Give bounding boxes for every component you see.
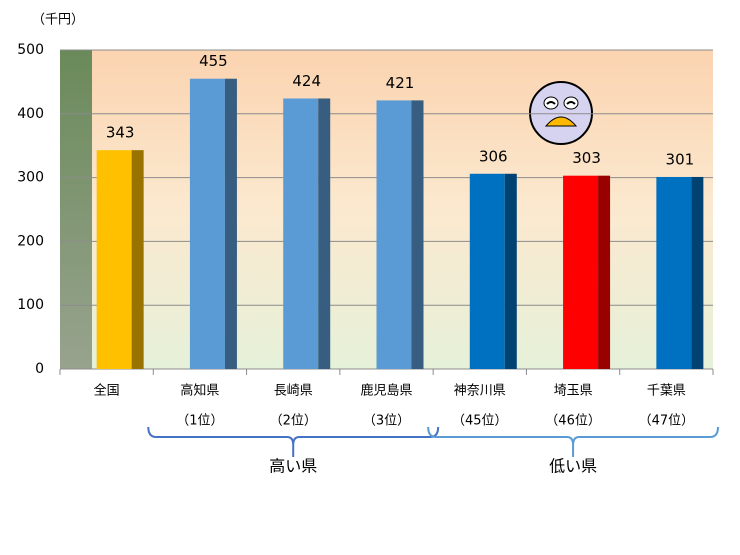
unit-label: （千円） [32, 13, 84, 28]
group-label: 高い県 [269, 457, 317, 476]
y-tick-label: 400 [17, 106, 44, 122]
y-tick-label: 0 [35, 361, 44, 377]
bar-side [224, 78, 237, 370]
bar-side [131, 150, 144, 369]
x-tick-label: 長崎県 [274, 384, 313, 399]
value-label: 455 [199, 52, 228, 70]
group-bracket [427, 426, 719, 457]
x-tick-label: 千葉県 [647, 384, 686, 399]
rank-label: （2位） [270, 414, 317, 429]
bar-side [411, 100, 424, 369]
value-label: 424 [292, 72, 321, 90]
x-tick-label: 神奈川県 [454, 384, 506, 399]
bar-side [318, 98, 331, 369]
value-label: 301 [666, 150, 695, 168]
bar [469, 173, 505, 369]
bar [189, 78, 225, 370]
x-tick-label: 全国 [94, 383, 120, 399]
bar-side [598, 175, 611, 369]
y-tick-label: 300 [17, 170, 44, 186]
bar-side [691, 176, 704, 369]
plot-wall [60, 50, 92, 369]
group-label: 低い県 [549, 457, 597, 476]
y-tick-label: 500 [17, 42, 44, 58]
bar-side [504, 173, 517, 369]
rank-label: （45位） [452, 414, 508, 429]
mascot-icon [529, 81, 593, 145]
rank-label: （47位） [639, 414, 695, 429]
rank-label: （1位） [176, 414, 223, 429]
bar [96, 150, 132, 369]
y-tick-label: 200 [17, 233, 44, 249]
x-tick-label: 高知県 [180, 383, 219, 399]
x-tick-label: 鹿児島県 [360, 383, 412, 399]
rank-label: （3位） [363, 414, 410, 429]
x-tick-label: 埼玉県 [554, 384, 593, 399]
group-bracket [147, 426, 440, 457]
value-label: 306 [479, 147, 508, 165]
bar [563, 175, 599, 369]
rank-label: （46位） [545, 414, 601, 429]
value-label: 343 [106, 124, 135, 142]
value-label: 303 [572, 149, 601, 167]
bar [376, 100, 412, 369]
bar [283, 98, 319, 369]
y-tick-label: 100 [17, 297, 44, 313]
bar [656, 176, 692, 369]
value-label: 421 [386, 74, 415, 92]
